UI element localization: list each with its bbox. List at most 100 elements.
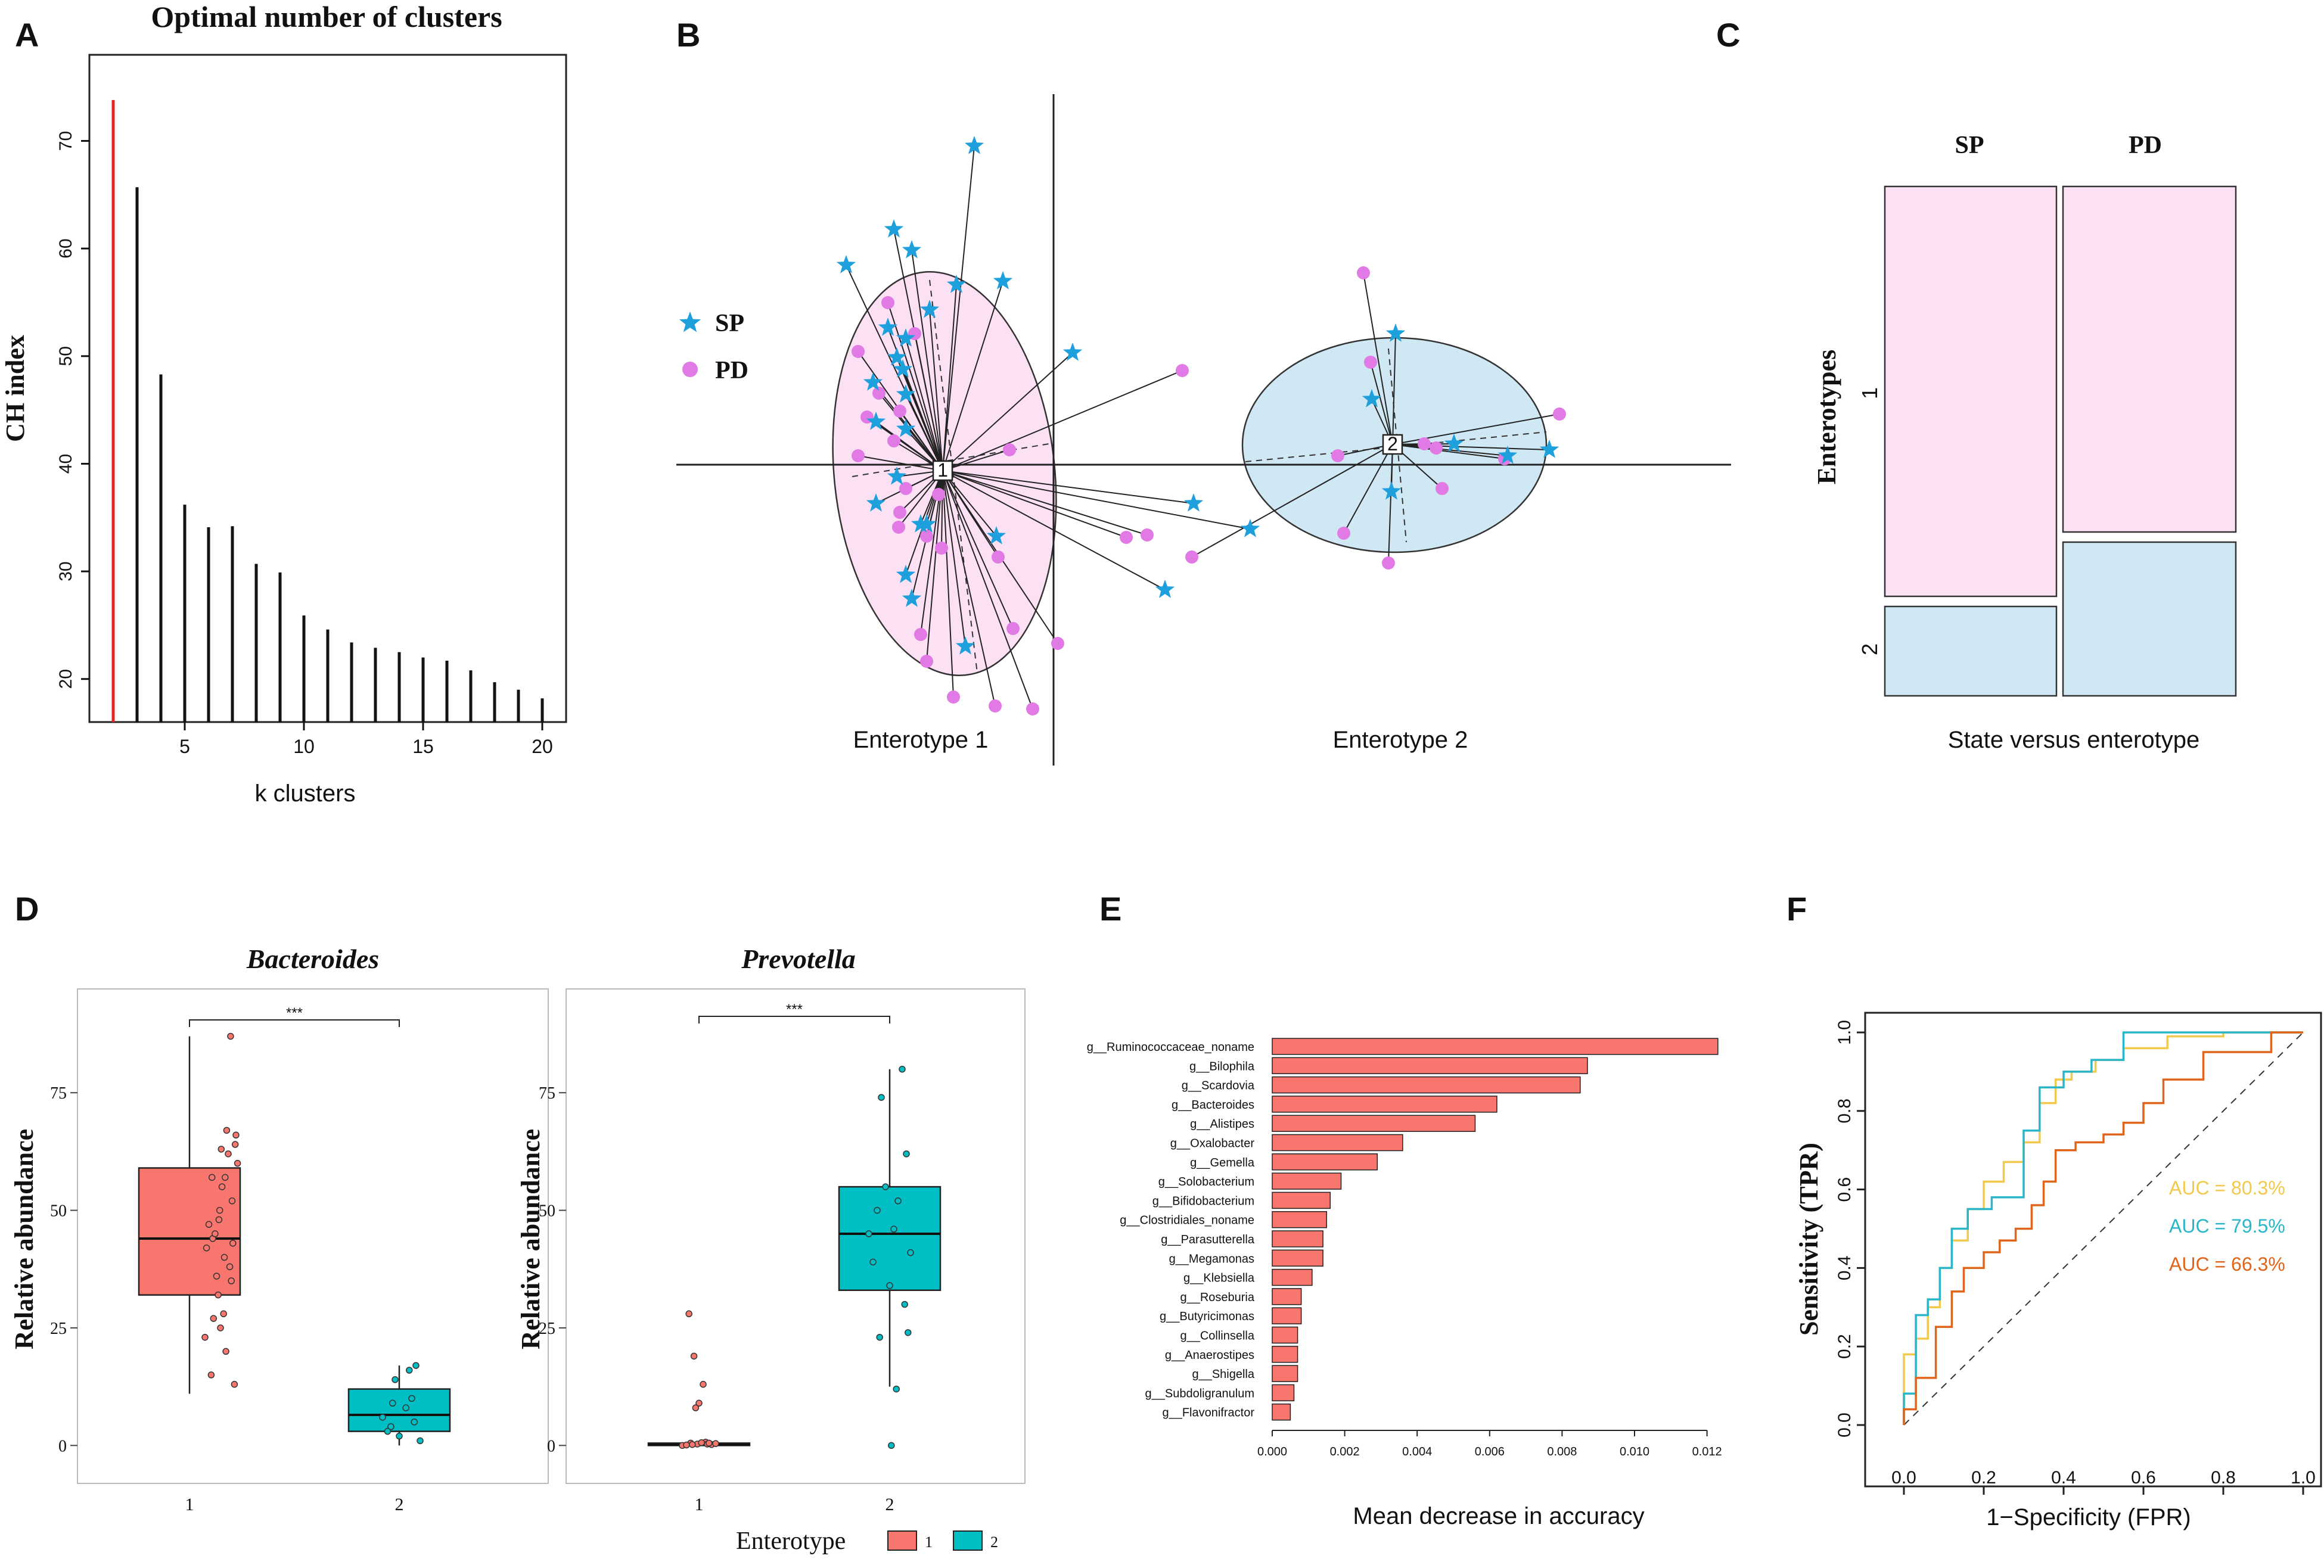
sp-point bbox=[964, 136, 984, 154]
importance-bar bbox=[1272, 1172, 1342, 1190]
x-tick-label: 5 bbox=[179, 736, 190, 757]
pd-point bbox=[920, 655, 933, 668]
bacteroides-y-tick-label: 0 bbox=[58, 1437, 67, 1455]
importance-label: g__Flavonifractor bbox=[1162, 1407, 1254, 1420]
importance-bar bbox=[1272, 1326, 1298, 1344]
sp-point bbox=[919, 300, 940, 318]
mosaic-cell-pd-1 bbox=[2062, 185, 2237, 533]
sp-point bbox=[902, 589, 922, 607]
panel-label-b: B bbox=[676, 16, 700, 54]
bacteroides-significance-bracket bbox=[189, 1019, 400, 1027]
bacteroides-point bbox=[402, 1404, 409, 1411]
legend-pd-dot-icon bbox=[682, 362, 698, 377]
enterotype-legend-title: Enterotype bbox=[736, 1527, 846, 1555]
panel-e-chart: g__Ruminococcaceae_noname g__Bilophila g__… bbox=[1087, 1038, 1722, 1529]
importance-label: g__Klebsiella bbox=[1183, 1272, 1255, 1285]
mosaic-cell-sp-1 bbox=[1884, 185, 2058, 598]
bacteroides-significance-label: *** bbox=[286, 1005, 303, 1021]
pd-point bbox=[887, 434, 900, 447]
panel-d-charts: Bacteroides Prevotella Relative abundanc… bbox=[10, 944, 1026, 1555]
importance-bar bbox=[1272, 1038, 1719, 1055]
sp-point bbox=[955, 636, 975, 655]
pd-point bbox=[892, 521, 905, 534]
y-tick-label: 60 bbox=[56, 238, 76, 258]
importance-label: g__Subdoligranulum bbox=[1145, 1387, 1254, 1400]
prevotella-point bbox=[893, 1385, 900, 1393]
cluster-spoke bbox=[942, 352, 1073, 471]
pd-point bbox=[1357, 266, 1370, 279]
importance-bar bbox=[1272, 1288, 1302, 1305]
sp-point bbox=[896, 328, 916, 347]
bacteroides-point bbox=[220, 1253, 228, 1261]
y-tick-label: 20 bbox=[56, 669, 76, 689]
roc-y-tick-label: 0.4 bbox=[1835, 1256, 1854, 1281]
importance-bar bbox=[1272, 1268, 1313, 1286]
bacteroides-point bbox=[203, 1244, 210, 1252]
bacteroides-point bbox=[217, 1324, 224, 1331]
roc-x-tick-label: 0.0 bbox=[1891, 1468, 1916, 1488]
roc-y-tick-label: 1.0 bbox=[1835, 1020, 1854, 1045]
pd-point bbox=[1176, 364, 1189, 377]
pd-point bbox=[1026, 702, 1039, 715]
bacteroides-box-2 bbox=[347, 1388, 451, 1432]
importance-bar bbox=[1272, 1346, 1298, 1363]
enterotype-2-label: Enterotype 2 bbox=[1333, 727, 1468, 753]
legend-sp-label: SP bbox=[715, 310, 744, 337]
importance-bar bbox=[1272, 1096, 1497, 1113]
panel-a-ylabel: CH index bbox=[1, 335, 30, 442]
cluster-spoke bbox=[929, 309, 943, 471]
mosaic-column-pd: PD bbox=[2129, 132, 2162, 159]
sp-point bbox=[866, 493, 886, 512]
cluster-2-centroid-label: 2 bbox=[1387, 433, 1398, 455]
cluster-spoke bbox=[942, 470, 1127, 538]
cluster-spoke bbox=[942, 470, 996, 707]
cluster-spoke bbox=[942, 470, 1014, 629]
roc-x-tick-label: 0.4 bbox=[2051, 1468, 2076, 1488]
importance-label: g__Oxalobacter bbox=[1170, 1137, 1255, 1150]
pd-point bbox=[1141, 528, 1154, 542]
bacteroides-x-tick-label: 1 bbox=[185, 1495, 194, 1514]
panel-label-e: E bbox=[1099, 890, 1121, 928]
enterotype-1-label: Enterotype 1 bbox=[853, 727, 989, 753]
bacteroides-point bbox=[412, 1362, 420, 1369]
bacteroides-point bbox=[379, 1414, 386, 1421]
pd-point bbox=[899, 482, 912, 495]
sp-point bbox=[1381, 481, 1402, 500]
panel-e-x-tick-label: 0.002 bbox=[1330, 1445, 1360, 1458]
panel-c-chart: SP PD Enterotypes 1 2 State versus enter… bbox=[1812, 132, 2237, 753]
bacteroides-y-tick-label: 25 bbox=[50, 1320, 67, 1338]
pd-point bbox=[1331, 449, 1344, 462]
prevotella-point bbox=[890, 1225, 897, 1233]
bacteroides-point bbox=[225, 1150, 232, 1158]
panel-a-title: Optimal number of clusters bbox=[151, 0, 502, 33]
sp-point bbox=[896, 565, 916, 583]
importance-bar bbox=[1272, 1403, 1291, 1421]
importance-bar bbox=[1272, 1211, 1327, 1228]
cluster-spoke bbox=[942, 470, 997, 537]
prevotella-point bbox=[685, 1310, 692, 1318]
sp-point bbox=[986, 526, 1006, 545]
roc-x-tick-label: 0.6 bbox=[2131, 1468, 2156, 1488]
prevotella-point bbox=[905, 1329, 912, 1336]
sp-point bbox=[1497, 446, 1518, 464]
importance-bar bbox=[1272, 1307, 1302, 1324]
y-tick-label: 30 bbox=[56, 561, 76, 581]
importance-bar bbox=[1272, 1384, 1295, 1402]
sp-point bbox=[1539, 440, 1559, 458]
panel-f-xlabel: 1−Specificity (FPR) bbox=[1986, 1504, 2191, 1530]
prevotella-point bbox=[712, 1440, 719, 1447]
importance-label: g__Gemella bbox=[1190, 1156, 1255, 1169]
roc-x-tick-label: 1.0 bbox=[2291, 1468, 2316, 1488]
y-tick-label: 50 bbox=[56, 346, 76, 366]
cluster-1-centroid-label: 1 bbox=[937, 459, 948, 481]
pd-point bbox=[852, 345, 865, 358]
cluster-spoke bbox=[942, 470, 966, 647]
pd-point bbox=[989, 699, 1002, 713]
bacteroides-point bbox=[205, 1221, 213, 1228]
sp-point bbox=[896, 384, 916, 403]
bacteroides-point bbox=[210, 1315, 218, 1322]
bacteroides-point bbox=[411, 1418, 418, 1426]
bacteroides-point bbox=[218, 1183, 226, 1190]
enterotype-legend-label-1: 1 bbox=[925, 1533, 933, 1551]
importance-bar bbox=[1272, 1076, 1581, 1094]
